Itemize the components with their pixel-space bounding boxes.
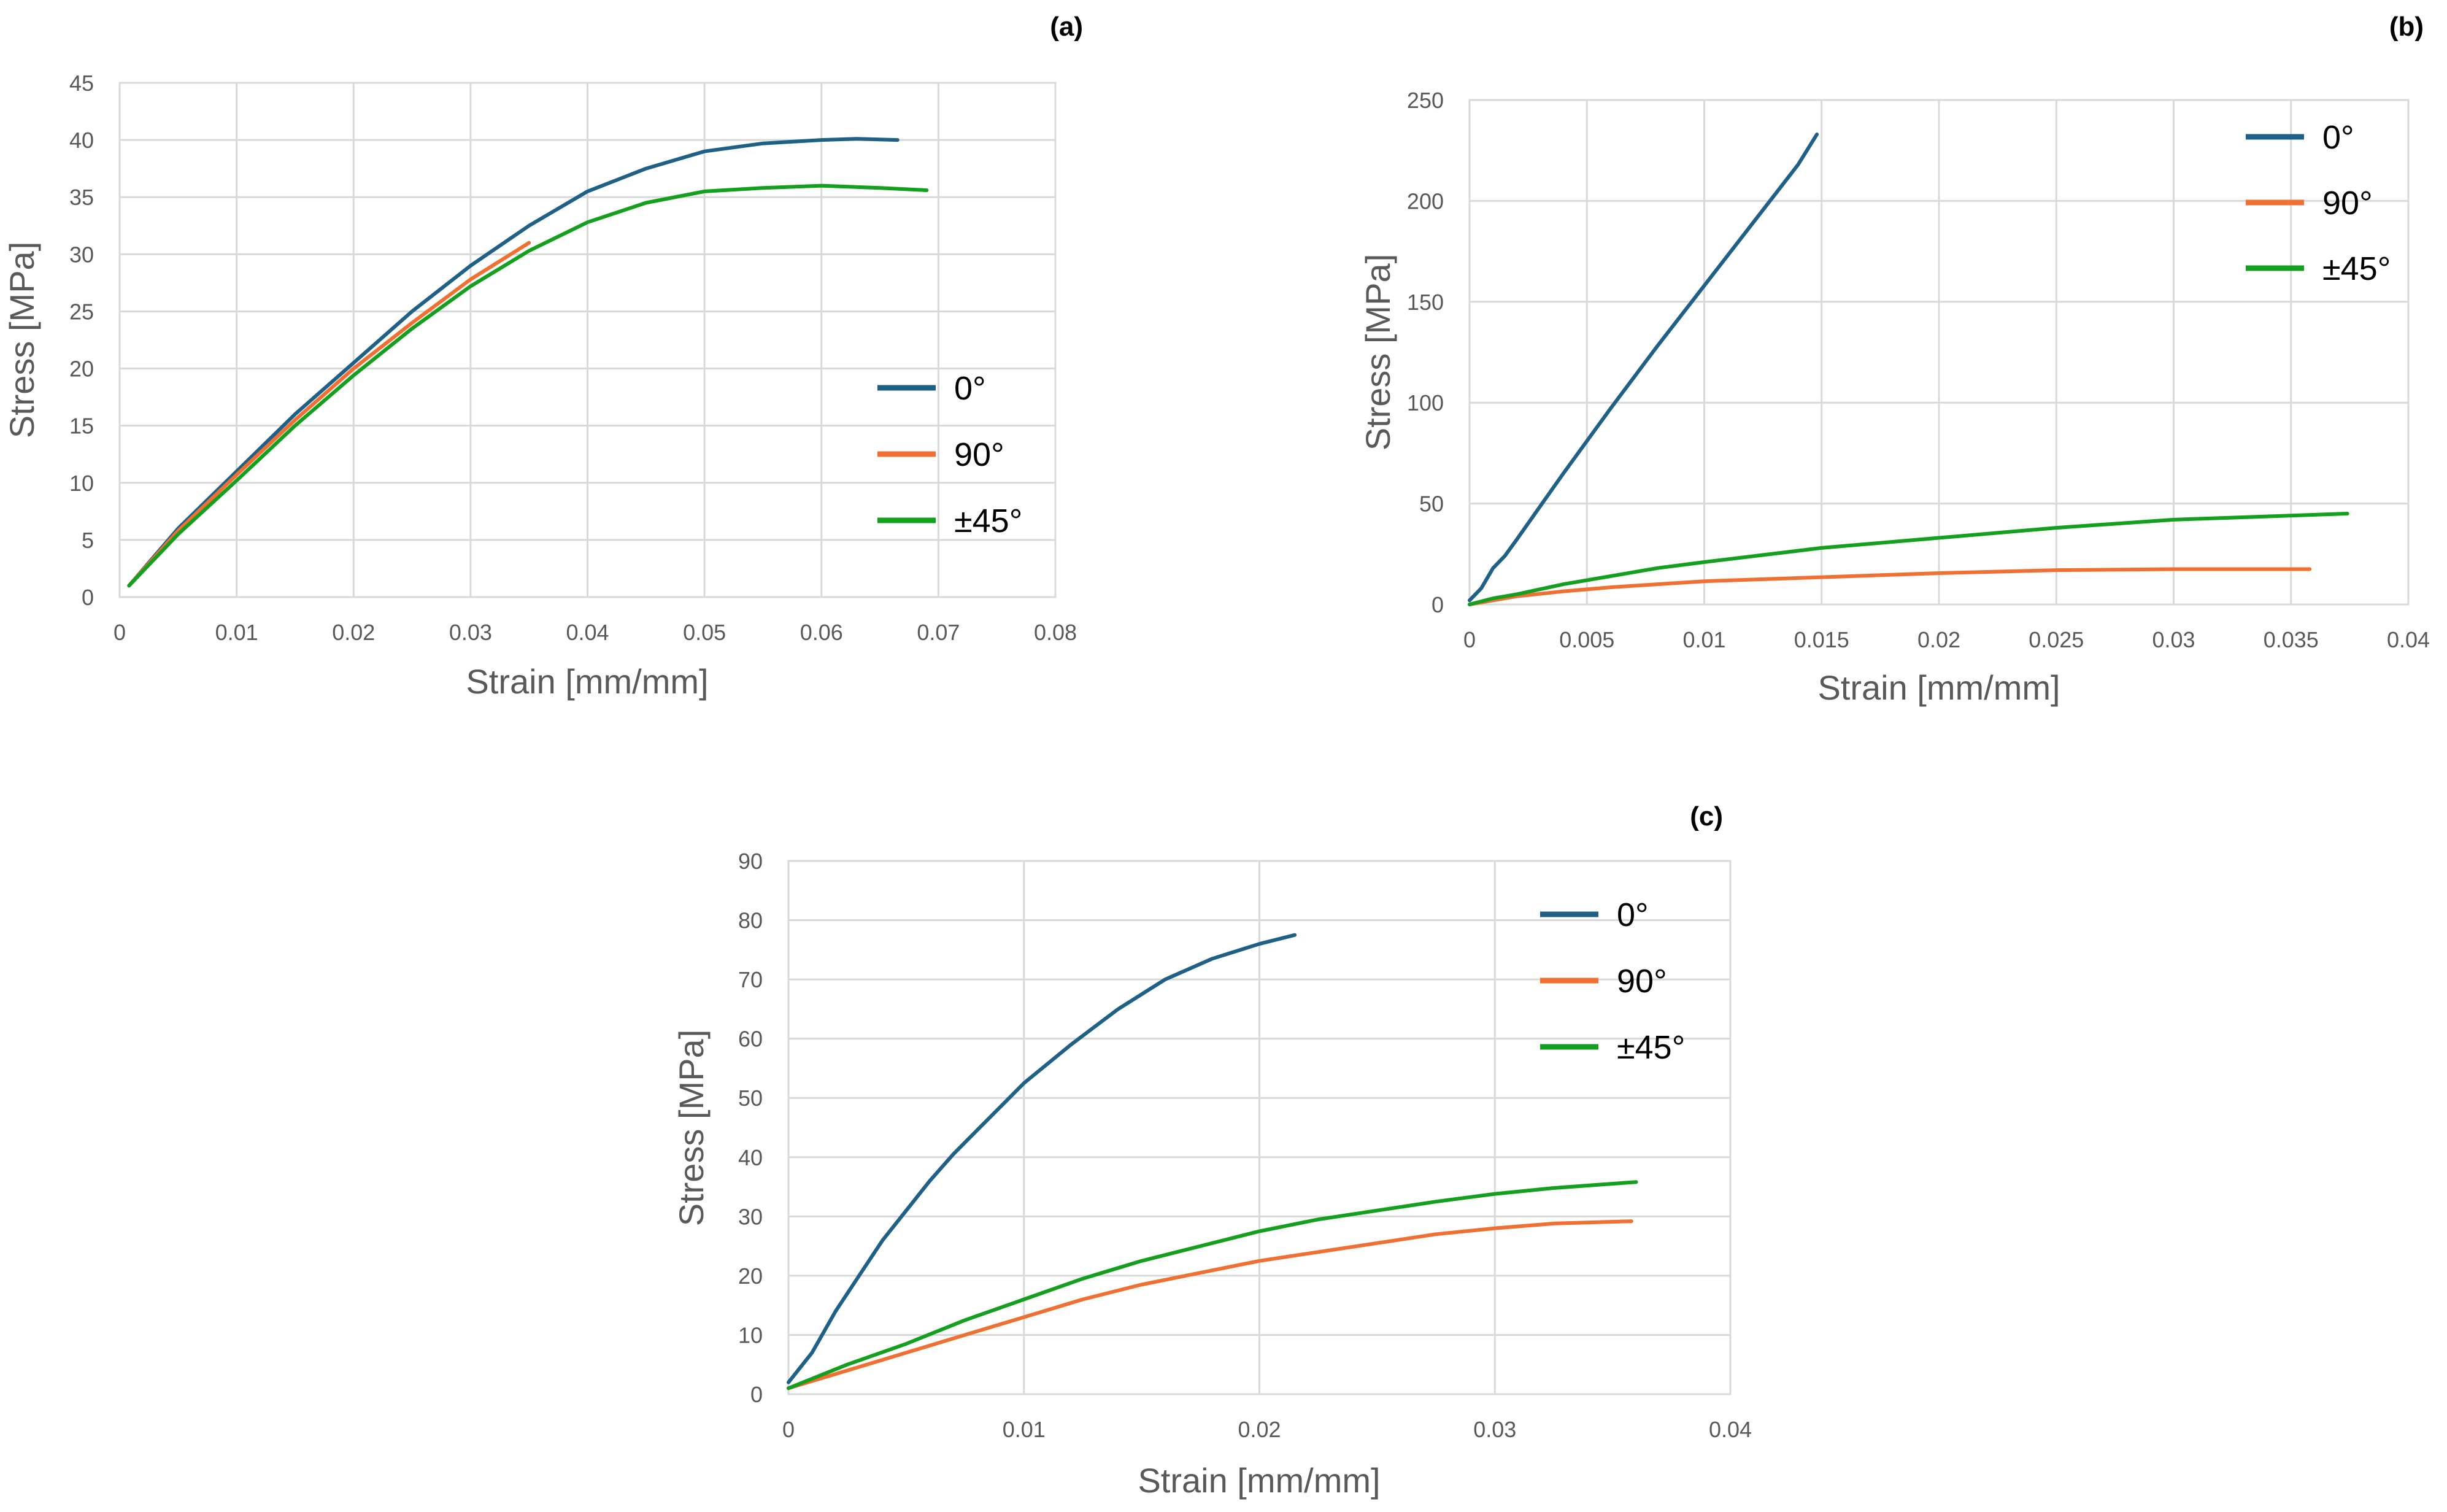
x-tick-label: 0.025: [2029, 627, 2084, 652]
y-tick-label: 35: [69, 185, 94, 210]
panel-label: (a): [1050, 12, 1083, 42]
x-tick-label: 0.005: [1559, 627, 1614, 652]
y-tick-label: 250: [1407, 88, 1444, 113]
y-tick-label: 70: [738, 967, 763, 992]
x-tick-label: 0: [1463, 627, 1476, 652]
y-tick-label: 25: [69, 299, 94, 324]
legend-label: 90°: [1617, 963, 1667, 1000]
y-tick-label: 90: [738, 849, 763, 874]
chart-panel-c: 0 0.01 0.02 0.03 0.04 0 10 20 30 40 50 60 70 80 90 Stra…: [672, 801, 1752, 1500]
x-tick-label: 0.04: [1709, 1417, 1752, 1442]
series-line-1: [787, 1219, 1633, 1390]
series-line-0: [127, 137, 900, 588]
panel-label: (c): [1690, 801, 1723, 831]
x-tick-label: 0.04: [566, 620, 609, 645]
x-tick-label: 0.06: [800, 620, 843, 645]
legend-label: 90°: [954, 436, 1004, 473]
plot-area-border: [118, 82, 1057, 598]
y-tick-label: 30: [738, 1204, 763, 1229]
series-line-0: [1468, 132, 1819, 603]
chart-panel-b: 0 0.005 0.01 0.015 0.02 0.025 0.03 0.035 0.04 0 50…: [1358, 12, 2430, 707]
legend-label: 0°: [1617, 897, 1649, 933]
y-tick-label: 0: [82, 585, 94, 610]
series-line-1: [127, 241, 531, 588]
x-tick-label: 0.03: [2152, 627, 2195, 652]
series-line-0: [787, 933, 1297, 1384]
series-line-2: [787, 1180, 1638, 1390]
y-tick-label: 5: [82, 528, 94, 553]
legend-label: 0°: [2322, 119, 2354, 156]
legend-label: 90°: [2322, 185, 2373, 222]
panel-label: (b): [2389, 12, 2424, 42]
y-tick-label: 15: [69, 414, 94, 439]
series-line-1: [1468, 567, 2312, 606]
x-tick-label: 0.02: [1917, 627, 1960, 652]
y-tick-label: 80: [738, 908, 763, 933]
y-axis-title: Stress [MPa]: [672, 1030, 711, 1227]
x-tick-label: 0: [782, 1417, 795, 1442]
series-line-2: [1468, 512, 2349, 606]
plot-area-border: [1468, 99, 2410, 606]
y-axis-title: Stress [MPa]: [1358, 254, 1397, 451]
y-tick-label: 10: [738, 1322, 763, 1348]
y-tick-label: 20: [69, 357, 94, 382]
y-tick-label: 150: [1407, 290, 1444, 315]
y-axis-title: Stress [MPa]: [2, 242, 41, 439]
legend-label: 0°: [954, 370, 986, 407]
x-tick-label: 0.035: [2264, 627, 2319, 652]
y-tick-label: 0: [750, 1382, 763, 1407]
legend-label: ±45°: [954, 503, 1022, 539]
legend-label: ±45°: [2322, 250, 2391, 287]
series-line-2: [127, 183, 929, 588]
x-tick-label: 0.05: [683, 620, 726, 645]
y-tick-label: 40: [69, 128, 94, 153]
x-tick-label: 0.01: [1682, 627, 1725, 652]
x-tick-label: 0.04: [2387, 627, 2430, 652]
y-tick-label: 50: [738, 1086, 763, 1111]
x-tick-label: 0.03: [449, 620, 492, 645]
y-tick-label: 40: [738, 1145, 763, 1170]
y-tick-label: 10: [69, 471, 94, 496]
x-tick-label: 0.01: [215, 620, 258, 645]
x-tick-label: 0.03: [1473, 1417, 1516, 1442]
x-axis-title: Strain [mm/mm]: [1817, 668, 2060, 707]
x-tick-label: 0.07: [917, 620, 960, 645]
y-tick-label: 20: [738, 1263, 763, 1289]
x-tick-label: 0.02: [1238, 1417, 1281, 1442]
x-tick-label: 0.02: [332, 620, 375, 645]
y-tick-label: 50: [1419, 492, 1444, 517]
plot-area-border: [787, 860, 1732, 1395]
y-tick-label: 100: [1407, 390, 1444, 415]
x-axis-title: Strain [mm/mm]: [1138, 1461, 1380, 1500]
x-axis-title: Strain [mm/mm]: [466, 662, 708, 701]
x-tick-label: 0.01: [1003, 1417, 1046, 1442]
chart-panel-a: 0 0.01 0.02 0.03 0.04 0.05 0.06 0.07 0.08 0 5 10 15 2…: [2, 12, 1083, 701]
x-tick-label: 0: [114, 620, 126, 645]
y-tick-label: 200: [1407, 188, 1444, 214]
y-tick-label: 45: [69, 71, 94, 96]
x-tick-label: 0.08: [1034, 620, 1077, 645]
y-tick-label: 60: [738, 1027, 763, 1052]
legend-label: ±45°: [1617, 1029, 1685, 1066]
y-tick-label: 0: [1432, 592, 1444, 617]
x-tick-label: 0.015: [1794, 627, 1849, 652]
y-tick-label: 30: [69, 242, 94, 267]
